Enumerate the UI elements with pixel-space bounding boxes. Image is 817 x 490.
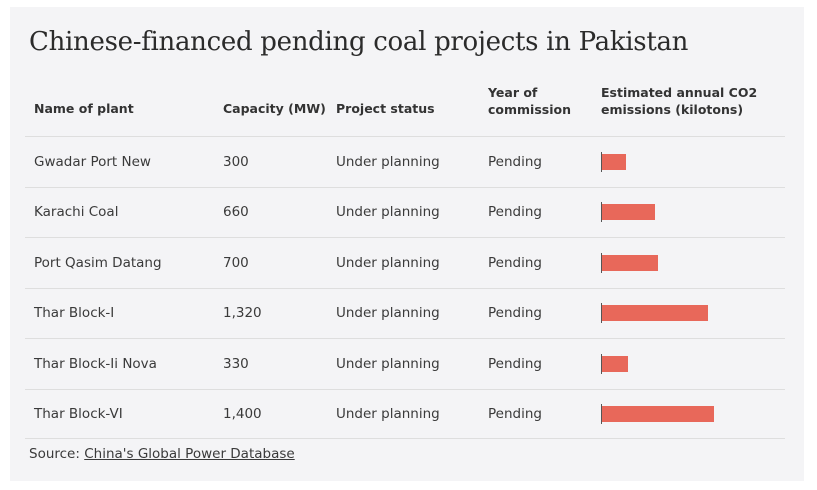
cell-year: Pending	[488, 405, 542, 422]
emissions-bar	[602, 355, 628, 372]
cell-status: Under planning	[336, 254, 440, 271]
bar-baseline	[601, 303, 602, 324]
cell-plant-name: Thar Block-I	[34, 305, 115, 322]
emissions-bar-cell	[601, 238, 781, 288]
table-row: Port Qasim Datang 700 Under planning Pendin…	[25, 237, 785, 288]
cell-capacity: 300	[223, 153, 249, 170]
column-header-emissions-line1: Estimated annual CO2	[601, 85, 758, 100]
cell-capacity: 660	[223, 204, 249, 221]
table-row: Thar Block-VI 1,400 Under planning Pending	[25, 388, 785, 439]
cell-plant-name: Thar Block-VI	[34, 405, 123, 422]
column-header-name: Name of plant	[34, 101, 134, 116]
cell-capacity: 330	[223, 355, 249, 372]
cell-status: Under planning	[336, 153, 440, 170]
bar-baseline	[601, 353, 602, 374]
cell-year: Pending	[488, 204, 542, 221]
cell-plant-name: Thar Block-Ii Nova	[34, 355, 157, 372]
column-header-year-line2: commission	[488, 102, 571, 117]
emissions-bar	[602, 204, 655, 221]
cell-capacity: 1,320	[223, 305, 262, 322]
source-prefix: Source:	[29, 446, 85, 462]
column-header-capacity: Capacity (MW)	[223, 101, 326, 116]
cell-capacity: 1,400	[223, 405, 262, 422]
cell-plant-name: Karachi Coal	[34, 204, 119, 221]
cell-status: Under planning	[336, 405, 440, 422]
cell-year: Pending	[488, 153, 542, 170]
emissions-bar	[602, 405, 714, 422]
table-row: Thar Block-Ii Nova 330 Under planning Pendi…	[25, 338, 785, 389]
cell-year: Pending	[488, 355, 542, 372]
column-header-year: Year of commission	[488, 84, 571, 118]
cell-plant-name: Port Qasim Datang	[34, 254, 162, 271]
table-header: Name of plant Capacity (MW) Project stat…	[10, 82, 804, 136]
cell-capacity: 700	[223, 254, 249, 271]
bar-baseline	[601, 252, 602, 273]
cell-plant-name: Gwadar Port New	[34, 153, 151, 170]
emissions-bar	[602, 254, 658, 271]
bar-baseline	[601, 403, 602, 424]
emissions-bar-cell	[601, 289, 781, 339]
emissions-bar	[602, 153, 626, 170]
table-body: Gwadar Port New 300 Under planning Pending K…	[25, 136, 785, 439]
table-row: Thar Block-I 1,320 Under planning Pending	[25, 287, 785, 339]
cell-status: Under planning	[336, 305, 440, 322]
column-header-status: Project status	[336, 101, 435, 116]
chart-title: Chinese-financed pending coal projects i…	[29, 27, 689, 57]
table-row: Gwadar Port New 300 Under planning Pending	[25, 136, 785, 187]
emissions-bar-cell	[601, 188, 781, 238]
emissions-bar-cell	[601, 390, 781, 439]
cell-year: Pending	[488, 254, 542, 271]
column-header-emissions: Estimated annual CO2 emissions (kilotons…	[601, 84, 757, 118]
cell-year: Pending	[488, 305, 542, 322]
bar-baseline	[601, 151, 602, 172]
emissions-bar-cell	[601, 137, 781, 187]
cell-status: Under planning	[336, 355, 440, 372]
emissions-bar-cell	[601, 339, 781, 389]
source-note: Source: China's Global Power Database	[29, 446, 295, 462]
chart-card: Chinese-financed pending coal projects i…	[10, 7, 804, 481]
column-header-year-line1: Year of	[488, 85, 538, 100]
source-link[interactable]: China's Global Power Database	[84, 446, 295, 462]
bar-baseline	[601, 202, 602, 223]
emissions-bar	[602, 305, 708, 322]
table-row: Karachi Coal 660 Under planning Pending	[25, 186, 785, 238]
cell-status: Under planning	[336, 204, 440, 221]
column-header-emissions-line2: emissions (kilotons)	[601, 102, 744, 117]
